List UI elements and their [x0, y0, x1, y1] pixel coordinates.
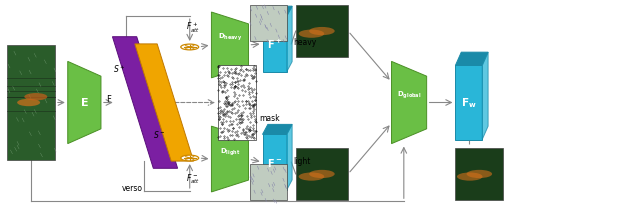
Text: $S^-$: $S^-$	[153, 129, 165, 140]
Polygon shape	[287, 7, 292, 72]
Polygon shape	[456, 148, 503, 200]
Text: $\mathbf{F^-}$: $\mathbf{F^-}$	[267, 156, 282, 168]
Polygon shape	[7, 46, 55, 160]
Text: $\mathbf{D_{global}}$: $\mathbf{D_{global}}$	[397, 89, 421, 101]
Polygon shape	[250, 164, 287, 200]
Text: verso: verso	[122, 183, 142, 192]
Polygon shape	[68, 62, 101, 144]
Polygon shape	[287, 125, 292, 190]
Text: F: F	[106, 94, 111, 103]
Circle shape	[180, 45, 198, 51]
Polygon shape	[211, 13, 248, 78]
Circle shape	[309, 170, 335, 178]
Polygon shape	[113, 37, 177, 169]
Text: $\mathbf{F^+}$: $\mathbf{F^+}$	[267, 38, 282, 51]
Text: $\mathbf{D_{light}}$: $\mathbf{D_{light}}$	[220, 145, 240, 157]
Text: mask: mask	[259, 113, 280, 122]
Polygon shape	[296, 148, 348, 200]
Circle shape	[457, 173, 483, 181]
Polygon shape	[456, 66, 482, 140]
Polygon shape	[296, 6, 348, 58]
Circle shape	[17, 99, 40, 107]
Polygon shape	[250, 6, 287, 42]
Polygon shape	[482, 53, 488, 140]
Polygon shape	[135, 45, 193, 161]
Text: $\mathbf{F_w}$: $\mathbf{F_w}$	[461, 96, 477, 110]
Text: heavy: heavy	[293, 38, 316, 47]
Text: $F^+_{att}$: $F^+_{att}$	[186, 20, 200, 34]
Text: $\mathbf{D_{heavy}}$: $\mathbf{D_{heavy}}$	[218, 32, 242, 43]
Polygon shape	[456, 53, 488, 66]
Circle shape	[299, 173, 324, 181]
Polygon shape	[262, 17, 287, 72]
Text: E: E	[81, 98, 88, 108]
Circle shape	[180, 155, 198, 161]
Circle shape	[309, 28, 335, 36]
Polygon shape	[218, 66, 256, 140]
Circle shape	[299, 30, 324, 39]
Polygon shape	[392, 62, 427, 144]
Circle shape	[24, 94, 47, 101]
Polygon shape	[262, 125, 292, 135]
Text: $F^-_{att}$: $F^-_{att}$	[186, 172, 200, 185]
Polygon shape	[211, 126, 248, 192]
Text: light: light	[293, 156, 310, 165]
Circle shape	[467, 170, 492, 178]
Text: $S^+$: $S^+$	[113, 63, 126, 74]
Polygon shape	[262, 135, 287, 190]
Polygon shape	[262, 7, 292, 17]
